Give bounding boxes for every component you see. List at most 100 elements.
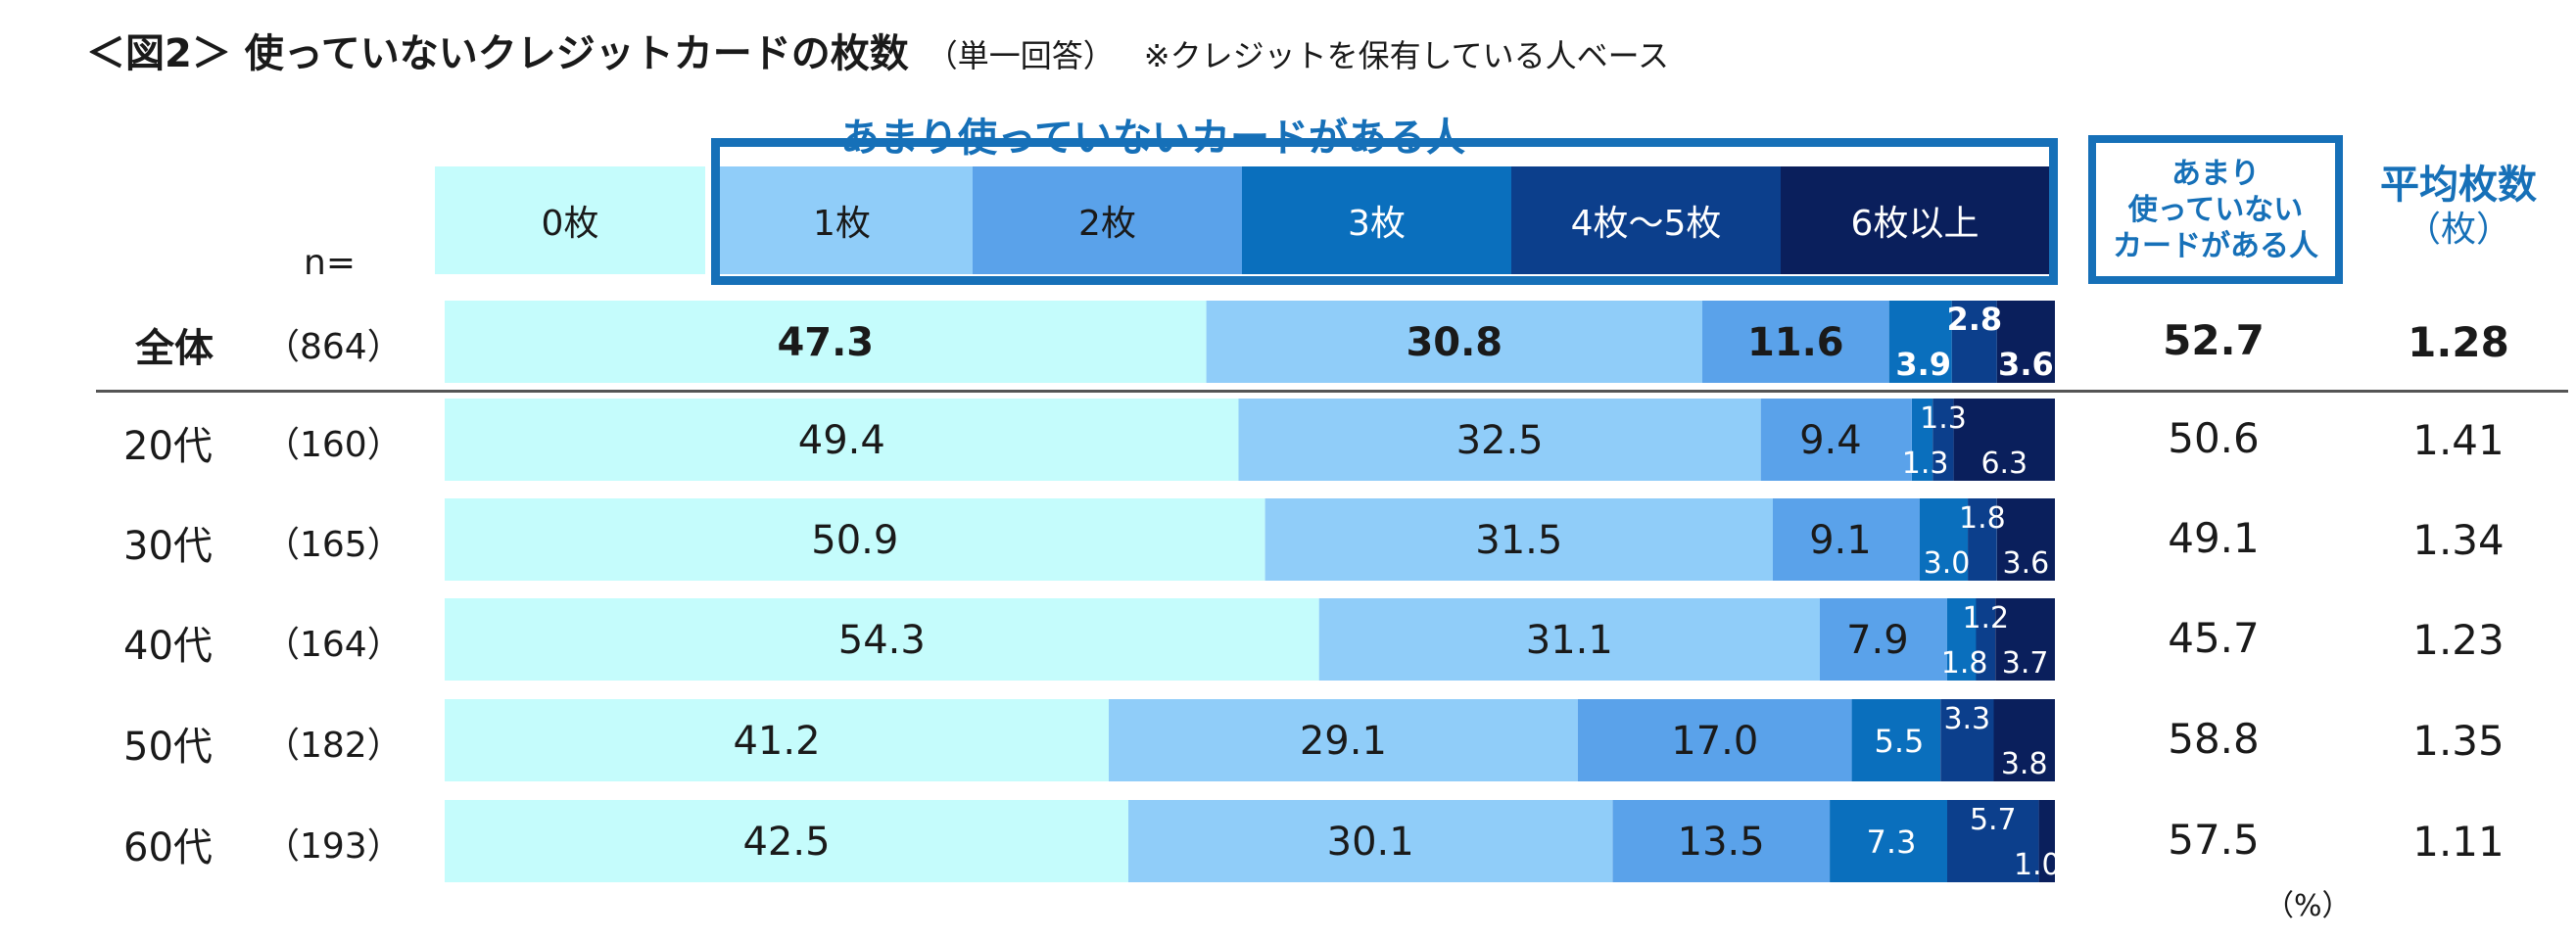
bar-value-label: 50.9	[811, 518, 898, 563]
bar-segment	[1912, 399, 1933, 481]
average-value: 1.34	[2412, 516, 2504, 564]
bar-segment	[1995, 598, 2055, 681]
bar-value-label: 6.3	[1980, 447, 2027, 481]
bar-segment	[445, 800, 1128, 882]
summary-value: 45.7	[2168, 614, 2260, 662]
bar-segment	[1830, 800, 1947, 882]
average-value: 1.28	[2408, 318, 2509, 366]
bar-value-label: 1.2	[1962, 601, 2009, 635]
bar-value-label: 5.7	[1970, 803, 2017, 837]
bar-value-label: 54.3	[838, 618, 926, 663]
bar-value-label: 7.3	[1867, 823, 1917, 861]
chart-title-main: ＜図2＞ 使っていないクレジットカードの枚数	[86, 31, 909, 76]
bar-value-label: 11.6	[1747, 320, 1844, 365]
bar-value-label: 7.9	[1846, 618, 1909, 663]
bar-segment	[1993, 699, 2055, 781]
bar-segment	[1940, 699, 1994, 781]
divider	[96, 390, 2568, 393]
row-n: （160）	[264, 425, 403, 465]
bar-value-label: 1.0	[2014, 848, 2061, 882]
summary-value: 50.6	[2168, 414, 2260, 462]
legend-item-1: 1枚	[711, 166, 973, 274]
bar-segment	[1951, 301, 1997, 383]
bar-value-label: 3.7	[2002, 646, 2049, 681]
bar-segment	[1996, 301, 2055, 383]
bar-value-label: 3.0	[1924, 546, 1971, 581]
row-n: （864）	[264, 327, 403, 367]
bar-value-label: 1.3	[1920, 401, 1967, 436]
bar-segment	[1238, 399, 1761, 481]
bar-value-label: 3.8	[2001, 747, 2048, 781]
row-n: （182）	[264, 726, 403, 766]
n-label: n=	[304, 243, 356, 283]
average-value: 1.35	[2412, 717, 2504, 765]
bar-value-label: 1.3	[1902, 447, 1949, 481]
bar-segment	[1888, 301, 1952, 383]
bar-segment	[445, 301, 1207, 383]
average-value: 1.41	[2412, 416, 2504, 464]
summary-value: 49.1	[2168, 514, 2260, 562]
bar-value-label: 31.1	[1526, 618, 1613, 663]
row-label: 50代	[123, 725, 213, 770]
row-n: （164）	[264, 625, 403, 665]
row-label: 40代	[123, 624, 213, 669]
row-n: （193）	[264, 826, 403, 867]
summary-value: 57.5	[2168, 816, 2260, 864]
bar-segment	[1932, 399, 1954, 481]
bar-segment	[1264, 498, 1773, 581]
bar-value-label: 31.5	[1475, 518, 1562, 563]
row-label: 30代	[123, 524, 213, 569]
bracket-box	[711, 138, 2058, 285]
bar-segment	[1760, 399, 1912, 481]
bar-value-label: 42.5	[742, 820, 830, 865]
bar-value-label: 3.9	[1895, 346, 1951, 383]
average-value: 1.11	[2412, 818, 2504, 866]
legend-item-4: 4枚～5枚	[1511, 166, 1781, 274]
bar-segment	[1946, 598, 1977, 681]
bar-value-label: 1.8	[1959, 501, 2006, 536]
average-header: 平均枚数 （枚）	[2351, 163, 2566, 253]
bar-value-label: 5.5	[1874, 723, 1924, 760]
bar-segment	[1577, 699, 1852, 781]
summary-header: あまり 使っていない カードがある人	[2088, 135, 2343, 284]
bar-segment	[1953, 399, 2055, 481]
bar-segment	[445, 498, 1265, 581]
bar-value-label: 3.6	[2003, 546, 2050, 581]
bar-segment	[445, 598, 1319, 681]
chart-title-sub: （単一回答）	[926, 37, 1115, 74]
row-label: 60代	[123, 825, 213, 870]
bar-segment	[1996, 498, 2055, 581]
bar-segment	[1947, 800, 2039, 882]
chart-title-note: ※クレジットを保有している人ベース	[1143, 37, 1670, 74]
unit-label: （%）	[2265, 889, 2352, 923]
bar-segment	[1968, 498, 1997, 581]
bar-value-label: 30.8	[1406, 320, 1503, 365]
bar-value-label: 17.0	[1671, 719, 1758, 764]
average-header-unit: （枚）	[2405, 210, 2511, 250]
bar-value-label: 41.2	[733, 719, 820, 764]
summary-header-text: あまり 使っていない カードがある人	[2113, 156, 2318, 263]
bar-segment	[1919, 498, 1969, 581]
summary-value: 52.7	[2163, 316, 2265, 364]
bar-segment	[1109, 699, 1578, 781]
bar-segment	[445, 399, 1239, 481]
bar-value-label: 2.8	[1946, 301, 2002, 338]
legend-item-3: 3枚	[1242, 166, 1511, 274]
bar-segment	[1206, 301, 1702, 383]
chart-title: ＜図2＞ 使っていないクレジットカードの枚数 （単一回答） ※クレジットを保有してい…	[86, 22, 1669, 78]
bar-segment	[1128, 800, 1613, 882]
bar-value-label: 30.1	[1327, 820, 1414, 865]
bar-segment	[1851, 699, 1941, 781]
bar-value-label: 49.4	[798, 418, 885, 463]
bar-value-label: 3.6	[1998, 346, 2054, 383]
row-label: 20代	[123, 424, 213, 469]
bar-segment	[445, 699, 1109, 781]
bar-segment	[1612, 800, 1831, 882]
bar-segment	[2038, 800, 2055, 882]
bar-segment	[1702, 301, 1889, 383]
legend-item-5: 6枚以上	[1781, 166, 2049, 274]
bar-segment	[1820, 598, 1947, 681]
bar-value-label: 3.3	[1943, 702, 1990, 736]
legend-item-2: 2枚	[973, 166, 1242, 274]
